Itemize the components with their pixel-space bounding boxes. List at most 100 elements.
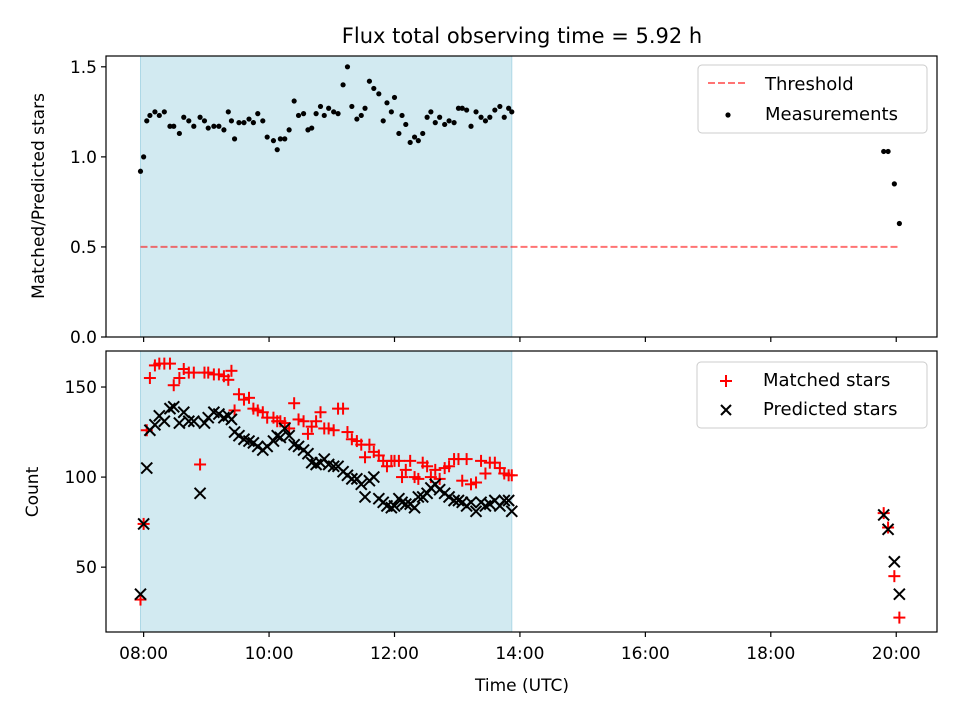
- predicted-star-point: [881, 523, 895, 536]
- matched-star-point: [412, 472, 425, 485]
- measurement-point: [451, 120, 457, 126]
- bottom-observing-window-shade: [139, 350, 513, 633]
- matched-star-point: [470, 476, 483, 489]
- matched-star-point: [327, 424, 340, 437]
- measurement-point: [371, 85, 377, 92]
- measurement-point: [246, 116, 252, 122]
- measurement-point: [891, 181, 897, 187]
- measurement-point: [896, 220, 902, 227]
- predicted-star-point: [408, 501, 421, 514]
- measurement-point: [464, 107, 470, 113]
- matched-star-point: [392, 454, 405, 467]
- matched-star-point: [505, 469, 518, 482]
- bottom-y-tick-label: 50: [75, 558, 97, 578]
- predicted-star-point: [464, 496, 478, 509]
- predicted-star-point: [225, 413, 238, 426]
- predicted-star-point: [877, 508, 890, 522]
- measurement-point: [300, 111, 307, 117]
- top-y-tick-label: 1.5: [70, 58, 97, 78]
- matched-star-point: [488, 456, 501, 469]
- measurement-point: [380, 118, 386, 124]
- legend-threshold-label: Threshold: [764, 74, 854, 95]
- predicted-star-point: [412, 490, 425, 504]
- matched-star-point: [242, 391, 255, 404]
- measurement-point: [186, 118, 192, 124]
- legend-measurements-label: Measurements: [765, 104, 898, 125]
- measurement-point: [411, 134, 418, 140]
- top-plot-area: [137, 55, 902, 338]
- predicted-star-point: [278, 422, 291, 435]
- legend-predicted-label: Predicted stars: [763, 399, 897, 420]
- measurement-point: [388, 109, 394, 115]
- matched-star-point: [404, 454, 417, 467]
- matched-star-point: [322, 422, 335, 435]
- measurement-point: [286, 127, 292, 133]
- measurement-point: [291, 98, 297, 104]
- predicted-star-point: [355, 478, 368, 491]
- matched-star-point: [475, 454, 488, 467]
- measurement-point: [391, 94, 398, 101]
- measurement-point: [506, 105, 512, 111]
- predicted-star-point: [498, 494, 511, 507]
- predicted-star-point: [173, 416, 186, 430]
- measurement-point: [331, 109, 337, 115]
- matched-star-point: [341, 426, 354, 439]
- measurement-point: [399, 112, 405, 119]
- measurement-point: [197, 114, 203, 120]
- top-axes-frame: [105, 55, 938, 338]
- predicted-star-point: [452, 494, 465, 507]
- x-tick-label: 08:00: [119, 644, 168, 664]
- predicted-star-point: [158, 415, 171, 428]
- matched-star-point: [421, 460, 434, 473]
- predicted-star-point: [163, 402, 177, 415]
- top-panel: Flux total observing time = 5.92 h 0.00.…: [29, 24, 938, 348]
- bottom-panel: 50 100 150 08:00 10:00 12:00 14:00 16:00 18:00 20…: [23, 350, 938, 696]
- measurement-point: [344, 64, 351, 70]
- matched-star-point: [288, 397, 301, 410]
- measurement-point: [420, 130, 426, 137]
- matched-star-point: [292, 413, 305, 426]
- measurement-point: [326, 105, 332, 111]
- top-y-tick-label: 0.0: [70, 328, 97, 348]
- measurement-point: [407, 139, 413, 146]
- matched-star-point: [460, 453, 473, 466]
- measurement-point: [171, 123, 177, 129]
- matched-star-point: [359, 451, 372, 464]
- measurement-point: [211, 123, 217, 129]
- measurement-point: [144, 118, 150, 124]
- measurement-point: [241, 120, 247, 126]
- predicted-star-point: [301, 447, 315, 460]
- measurement-point: [141, 154, 147, 160]
- measurement-point: [221, 127, 227, 133]
- measurement-point: [264, 134, 270, 140]
- measurement-point: [167, 123, 173, 129]
- bottom-axes-frame: [105, 350, 938, 633]
- matched-star-point: [251, 404, 264, 417]
- measurement-point: [478, 114, 484, 120]
- measurement-point: [176, 130, 182, 137]
- predicted-star-point: [134, 587, 147, 601]
- measurement-point: [321, 112, 327, 119]
- bottom-y-tick-label: 100: [65, 468, 97, 488]
- predicted-star-point: [469, 505, 483, 518]
- measurement-point: [225, 109, 231, 115]
- matched-star-point: [465, 478, 478, 491]
- predicted-star-point: [167, 400, 180, 414]
- matched-star-point: [314, 406, 327, 419]
- top-observing-window-shade: [139, 55, 513, 338]
- matched-star-point: [194, 458, 207, 471]
- measurement-point: [205, 125, 211, 131]
- predicted-star-point: [367, 470, 381, 484]
- matched-star-point: [143, 372, 156, 385]
- measurement-point: [309, 125, 315, 131]
- measurement-point: [482, 118, 489, 124]
- matched-star-point: [163, 357, 176, 370]
- top-legend: Threshold Measurements: [697, 64, 928, 134]
- matched-star-point: [399, 463, 412, 476]
- legend-matched-label: Matched stars: [763, 370, 890, 391]
- matched-star-point: [443, 460, 456, 473]
- predicted-star-point: [399, 497, 412, 511]
- bottom-legend: Matched stars Predicted stars: [696, 361, 928, 429]
- matched-star-point: [882, 521, 895, 534]
- x-tick-label: 14:00: [495, 644, 544, 664]
